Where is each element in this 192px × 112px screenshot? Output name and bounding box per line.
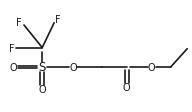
- Text: F: F: [55, 15, 60, 25]
- Text: F: F: [16, 17, 22, 27]
- Text: O: O: [10, 62, 17, 72]
- Text: O: O: [38, 85, 46, 95]
- Text: O: O: [123, 82, 131, 92]
- Text: S: S: [39, 61, 46, 74]
- Text: O: O: [148, 62, 156, 72]
- Text: F: F: [9, 43, 14, 53]
- Text: O: O: [69, 62, 77, 72]
